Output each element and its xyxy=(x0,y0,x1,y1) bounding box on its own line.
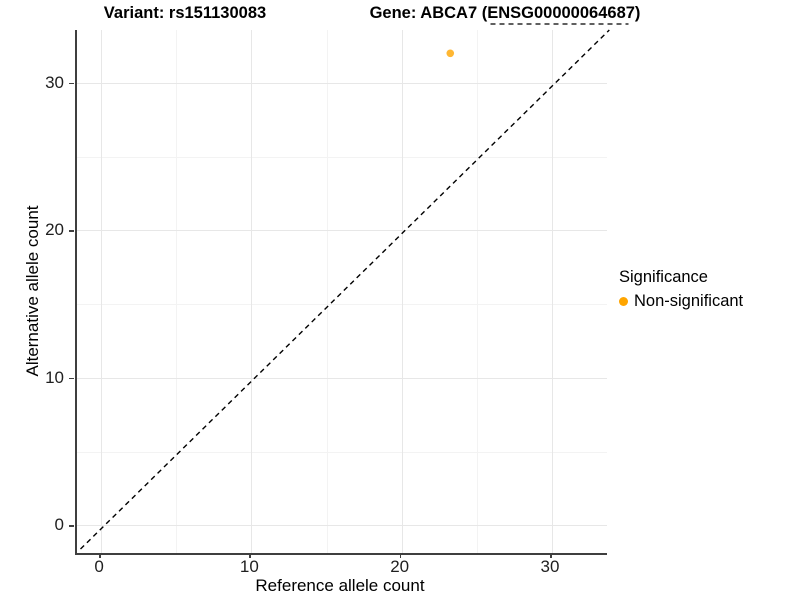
y-tick-label: 10 xyxy=(45,367,64,387)
data-point xyxy=(446,49,455,58)
y-tick-label: 20 xyxy=(45,220,64,240)
legend-item: Non-significant xyxy=(619,292,743,311)
variant-title: Variant: rs151130083 xyxy=(103,4,267,22)
y-axis-title: Alternative allele count xyxy=(23,205,42,377)
x-tick-label: 30 xyxy=(540,557,560,576)
x-tick-label: 10 xyxy=(239,557,259,576)
legend-key-dot xyxy=(619,297,628,306)
y-tick-mark xyxy=(69,377,74,380)
x-tick-mark xyxy=(399,553,402,558)
x-tick-label: 20 xyxy=(390,557,410,576)
x-tick-label: 0 xyxy=(94,557,104,576)
y-tick-mark xyxy=(69,230,74,232)
y-tick-label: 0 xyxy=(54,515,64,535)
x-tick-mark xyxy=(549,553,552,558)
legend-item-label: Non-significant xyxy=(634,292,744,310)
data-points xyxy=(446,49,455,58)
y-tick-mark xyxy=(69,82,74,85)
plot-marks xyxy=(80,23,629,550)
legend-title: Significance xyxy=(619,268,708,286)
x-tick-mark xyxy=(249,553,251,558)
x-axis-title: Reference allele count xyxy=(255,576,425,595)
legend: Significance Non-significant xyxy=(619,268,743,311)
plot-panel xyxy=(75,23,629,555)
x-tick-mark xyxy=(99,553,101,558)
gene-title: Gene: ABCA7 (ENSG00000064687) xyxy=(369,4,641,22)
legend-items: Non-significant xyxy=(619,292,743,311)
y-tick-label: 30 xyxy=(45,72,64,92)
identity-dashed-line xyxy=(80,29,610,550)
y-tick-mark xyxy=(69,525,74,527)
